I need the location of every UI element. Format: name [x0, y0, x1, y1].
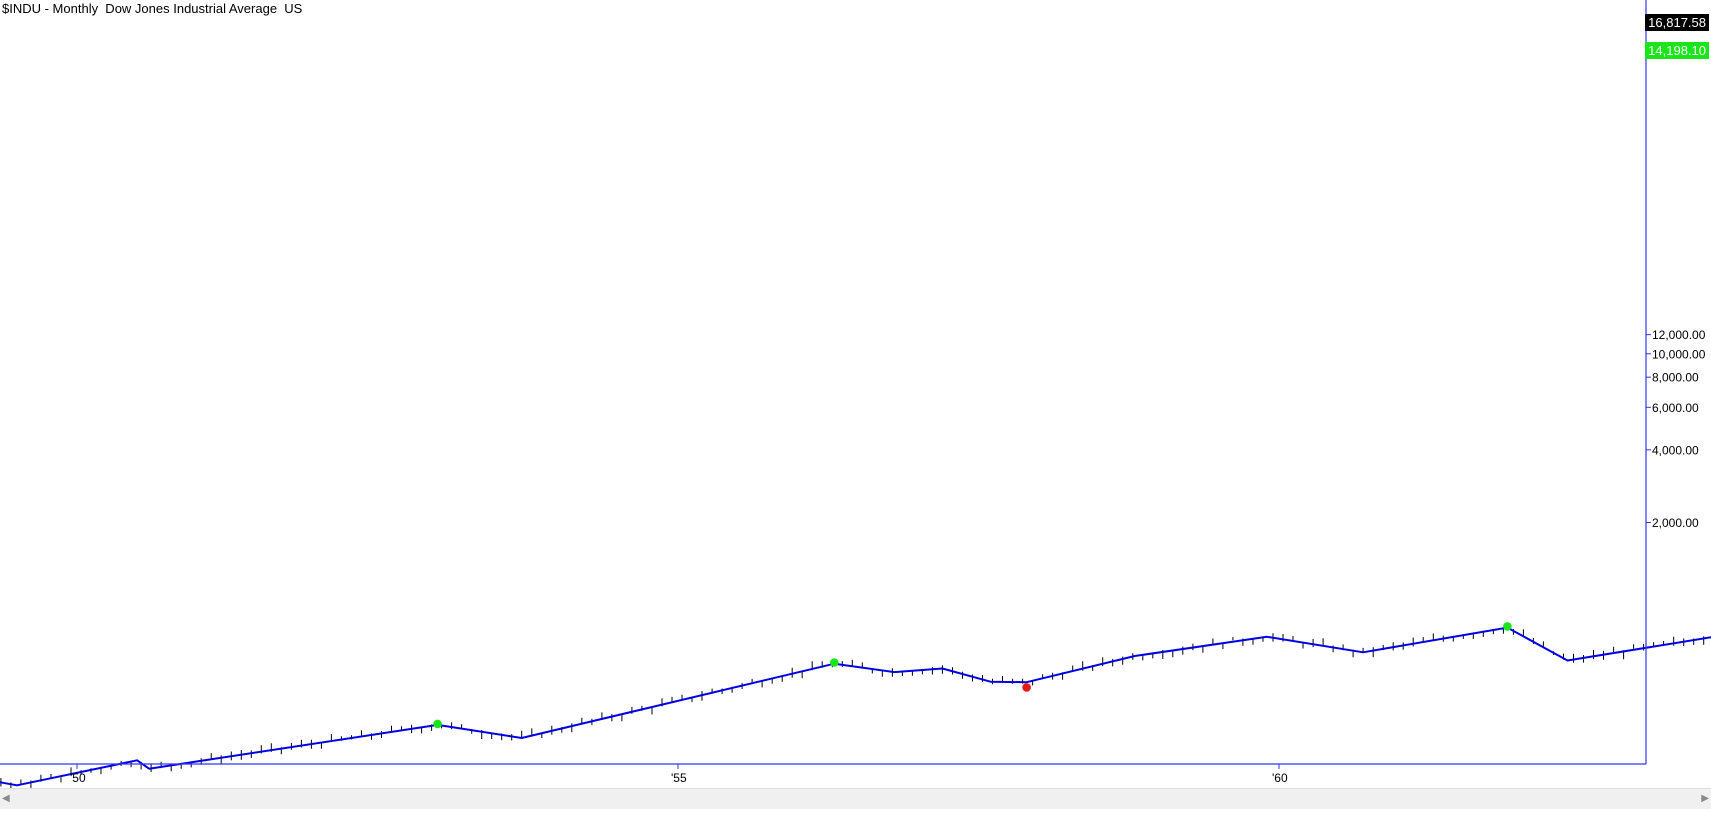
last-price-tag: 16,817.58	[1645, 14, 1709, 31]
price-bar-series	[0, 627, 1705, 789]
scroll-left-icon[interactable]: ◀	[2, 793, 10, 804]
peak-marker	[1503, 622, 1512, 631]
peak-marker	[830, 658, 839, 667]
reference-price-tag: 14,198.10	[1645, 42, 1709, 59]
peak-marker	[433, 719, 442, 729]
x-tick-label: '55	[671, 771, 687, 785]
x-tick-label: '60	[1272, 771, 1288, 785]
monthly-bars	[0, 627, 1705, 789]
x-tick-label: '50	[70, 771, 86, 785]
y-tick-label: 10,000.00	[1652, 347, 1706, 361]
y-tick-label: 4,000.00	[1652, 443, 1699, 457]
zigzag-line	[0, 626, 1711, 787]
axes: '50'55'60'65'70'75'80'85'90'95'00'05'102…	[0, 0, 1706, 785]
y-tick-label: 12,000.00	[1652, 328, 1706, 342]
chart-title: $INDU - Monthly Dow Jones Industrial Ave…	[2, 1, 303, 16]
horizontal-scrollbar[interactable]: ◀ ▶	[0, 788, 1711, 809]
scroll-right-icon[interactable]: ▶	[1701, 793, 1709, 804]
zigzag-series	[0, 626, 1711, 787]
y-tick-label: 6,000.00	[1652, 401, 1699, 415]
y-tick-label: 8,000.00	[1652, 371, 1699, 385]
trough-marker	[1022, 683, 1031, 692]
y-tick-label: 2,000.00	[1652, 516, 1699, 530]
pivot-markers	[433, 622, 1512, 729]
